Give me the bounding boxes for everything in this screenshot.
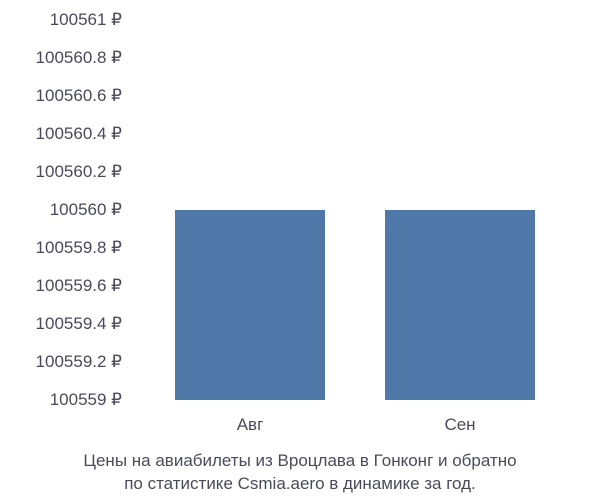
chart-container: 100561 ₽100560.8 ₽100560.6 ₽100560.4 ₽10… — [0, 20, 600, 500]
y-tick-label: 100560.2 ₽ — [36, 162, 122, 182]
y-tick-label: 100561 ₽ — [50, 10, 122, 30]
caption-line2: по статистике Csmia.aero в динамике за г… — [124, 474, 476, 493]
x-tick-label: Авг — [237, 415, 264, 435]
y-tick-label: 100560.4 ₽ — [36, 124, 122, 144]
y-axis: 100561 ₽100560.8 ₽100560.6 ₽100560.4 ₽10… — [0, 20, 130, 400]
x-tick-label: Сен — [444, 415, 475, 435]
chart-caption: Цены на авиабилеты из Вроцлава в Гонконг… — [0, 450, 600, 496]
y-tick-label: 100560.6 ₽ — [36, 86, 122, 106]
x-axis: Авг Сен — [135, 410, 575, 440]
y-tick-label: 100560.8 ₽ — [36, 48, 122, 68]
y-tick-label: 100559.6 ₽ — [36, 276, 122, 296]
y-tick-label: 100559.2 ₽ — [36, 352, 122, 372]
bar — [385, 210, 535, 400]
y-tick-label: 100560 ₽ — [50, 200, 122, 220]
bar — [175, 210, 325, 400]
caption-line1: Цены на авиабилеты из Вроцлава в Гонконг… — [83, 451, 516, 470]
y-tick-label: 100559.4 ₽ — [36, 314, 122, 334]
y-tick-label: 100559.8 ₽ — [36, 238, 122, 258]
y-tick-label: 100559 ₽ — [50, 390, 122, 410]
plot-area — [135, 20, 575, 400]
